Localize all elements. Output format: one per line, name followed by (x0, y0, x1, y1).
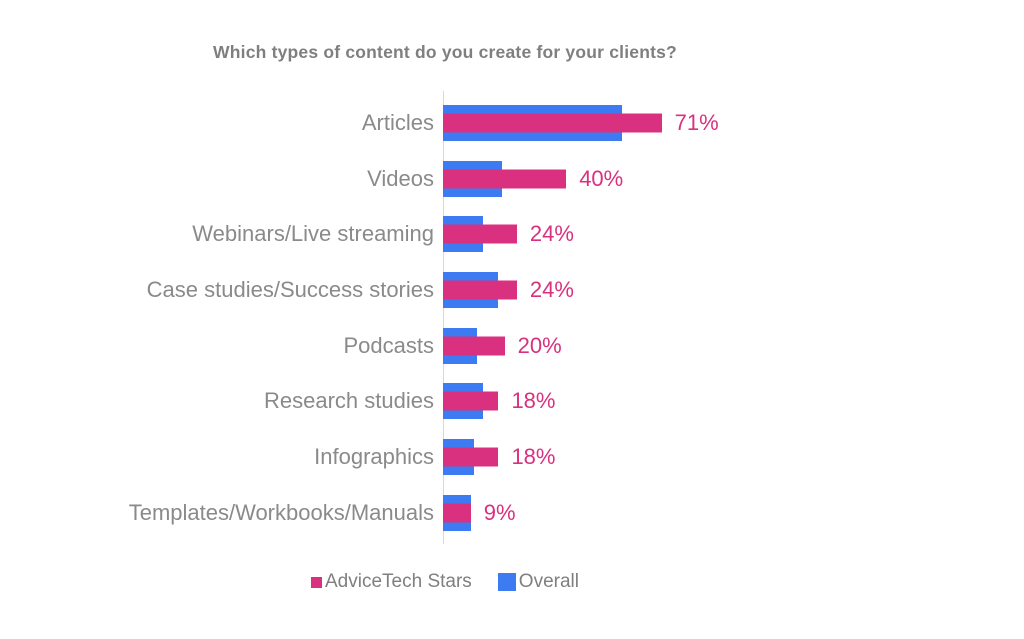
bar-area: 20% (443, 318, 1024, 374)
overall-swatch-icon (497, 573, 516, 591)
advicetech-stars-bar (443, 113, 662, 133)
bar-area: 18% (443, 373, 1024, 429)
bar-area: 24% (443, 262, 1024, 318)
legend-item-overall: Overall (497, 571, 579, 593)
advicetech-stars-swatch-icon (311, 576, 322, 588)
category-label: Podcasts (343, 332, 435, 358)
bar-area: 40% (443, 151, 1024, 207)
value-label: 20% (517, 332, 562, 358)
bar-rows: Articles 71% Videos 40% Webinars/Live stream… (0, 95, 1024, 541)
legend-label-advicetech-stars: AdviceTech Stars (325, 571, 472, 592)
value-label: 71% (674, 109, 719, 135)
category-label: Case studies/Success stories (146, 276, 434, 302)
category-axis-line (443, 91, 444, 544)
advicetech-stars-bar (443, 224, 517, 244)
advicetech-stars-bar (443, 336, 505, 356)
plot-area: Articles 71% Videos 40% Webinars/Live stream… (0, 91, 1024, 544)
value-label: 18% (511, 443, 556, 469)
legend-item-advicetech-stars: AdviceTech Stars (311, 571, 472, 593)
category-label: Webinars/Live streaming (192, 221, 434, 247)
bar-area: 18% (443, 429, 1024, 485)
bar-row: Templates/Workbooks/Manuals 9% (0, 485, 1024, 541)
bar-row: Podcasts 20% (0, 318, 1024, 374)
advicetech-stars-bar (443, 447, 499, 467)
bar-area: 71% (443, 95, 1024, 151)
advicetech-stars-bar (443, 280, 517, 300)
bar-area: 9% (443, 485, 1024, 541)
value-label: 24% (529, 221, 574, 247)
value-label: 18% (511, 388, 556, 414)
bar-row: Case studies/Success stories 24% (0, 262, 1024, 318)
value-label: 9% (483, 499, 516, 525)
category-label: Templates/Workbooks/Manuals (128, 499, 434, 525)
bar-row: Research studies 18% (0, 373, 1024, 429)
advicetech-stars-bar (443, 503, 471, 523)
value-label: 40% (579, 165, 624, 191)
bar-row: Infographics 18% (0, 429, 1024, 485)
legend: AdviceTech Stars Overall (0, 571, 890, 593)
bar-row: Webinars/Live streaming 24% (0, 206, 1024, 262)
advicetech-stars-bar (443, 169, 567, 189)
value-label: 24% (529, 276, 574, 302)
legend-label-overall: Overall (518, 571, 579, 592)
category-label: Infographics (314, 443, 434, 469)
chart-title: Which types of content do you create for… (213, 42, 677, 62)
category-label: Videos (367, 165, 434, 191)
advicetech-stars-bar (443, 391, 499, 411)
bar-area: 24% (443, 206, 1024, 262)
bar-row: Videos 40% (0, 151, 1024, 207)
category-label: Articles (361, 109, 434, 135)
category-label: Research studies (264, 388, 434, 414)
bar-row: Articles 71% (0, 95, 1024, 151)
